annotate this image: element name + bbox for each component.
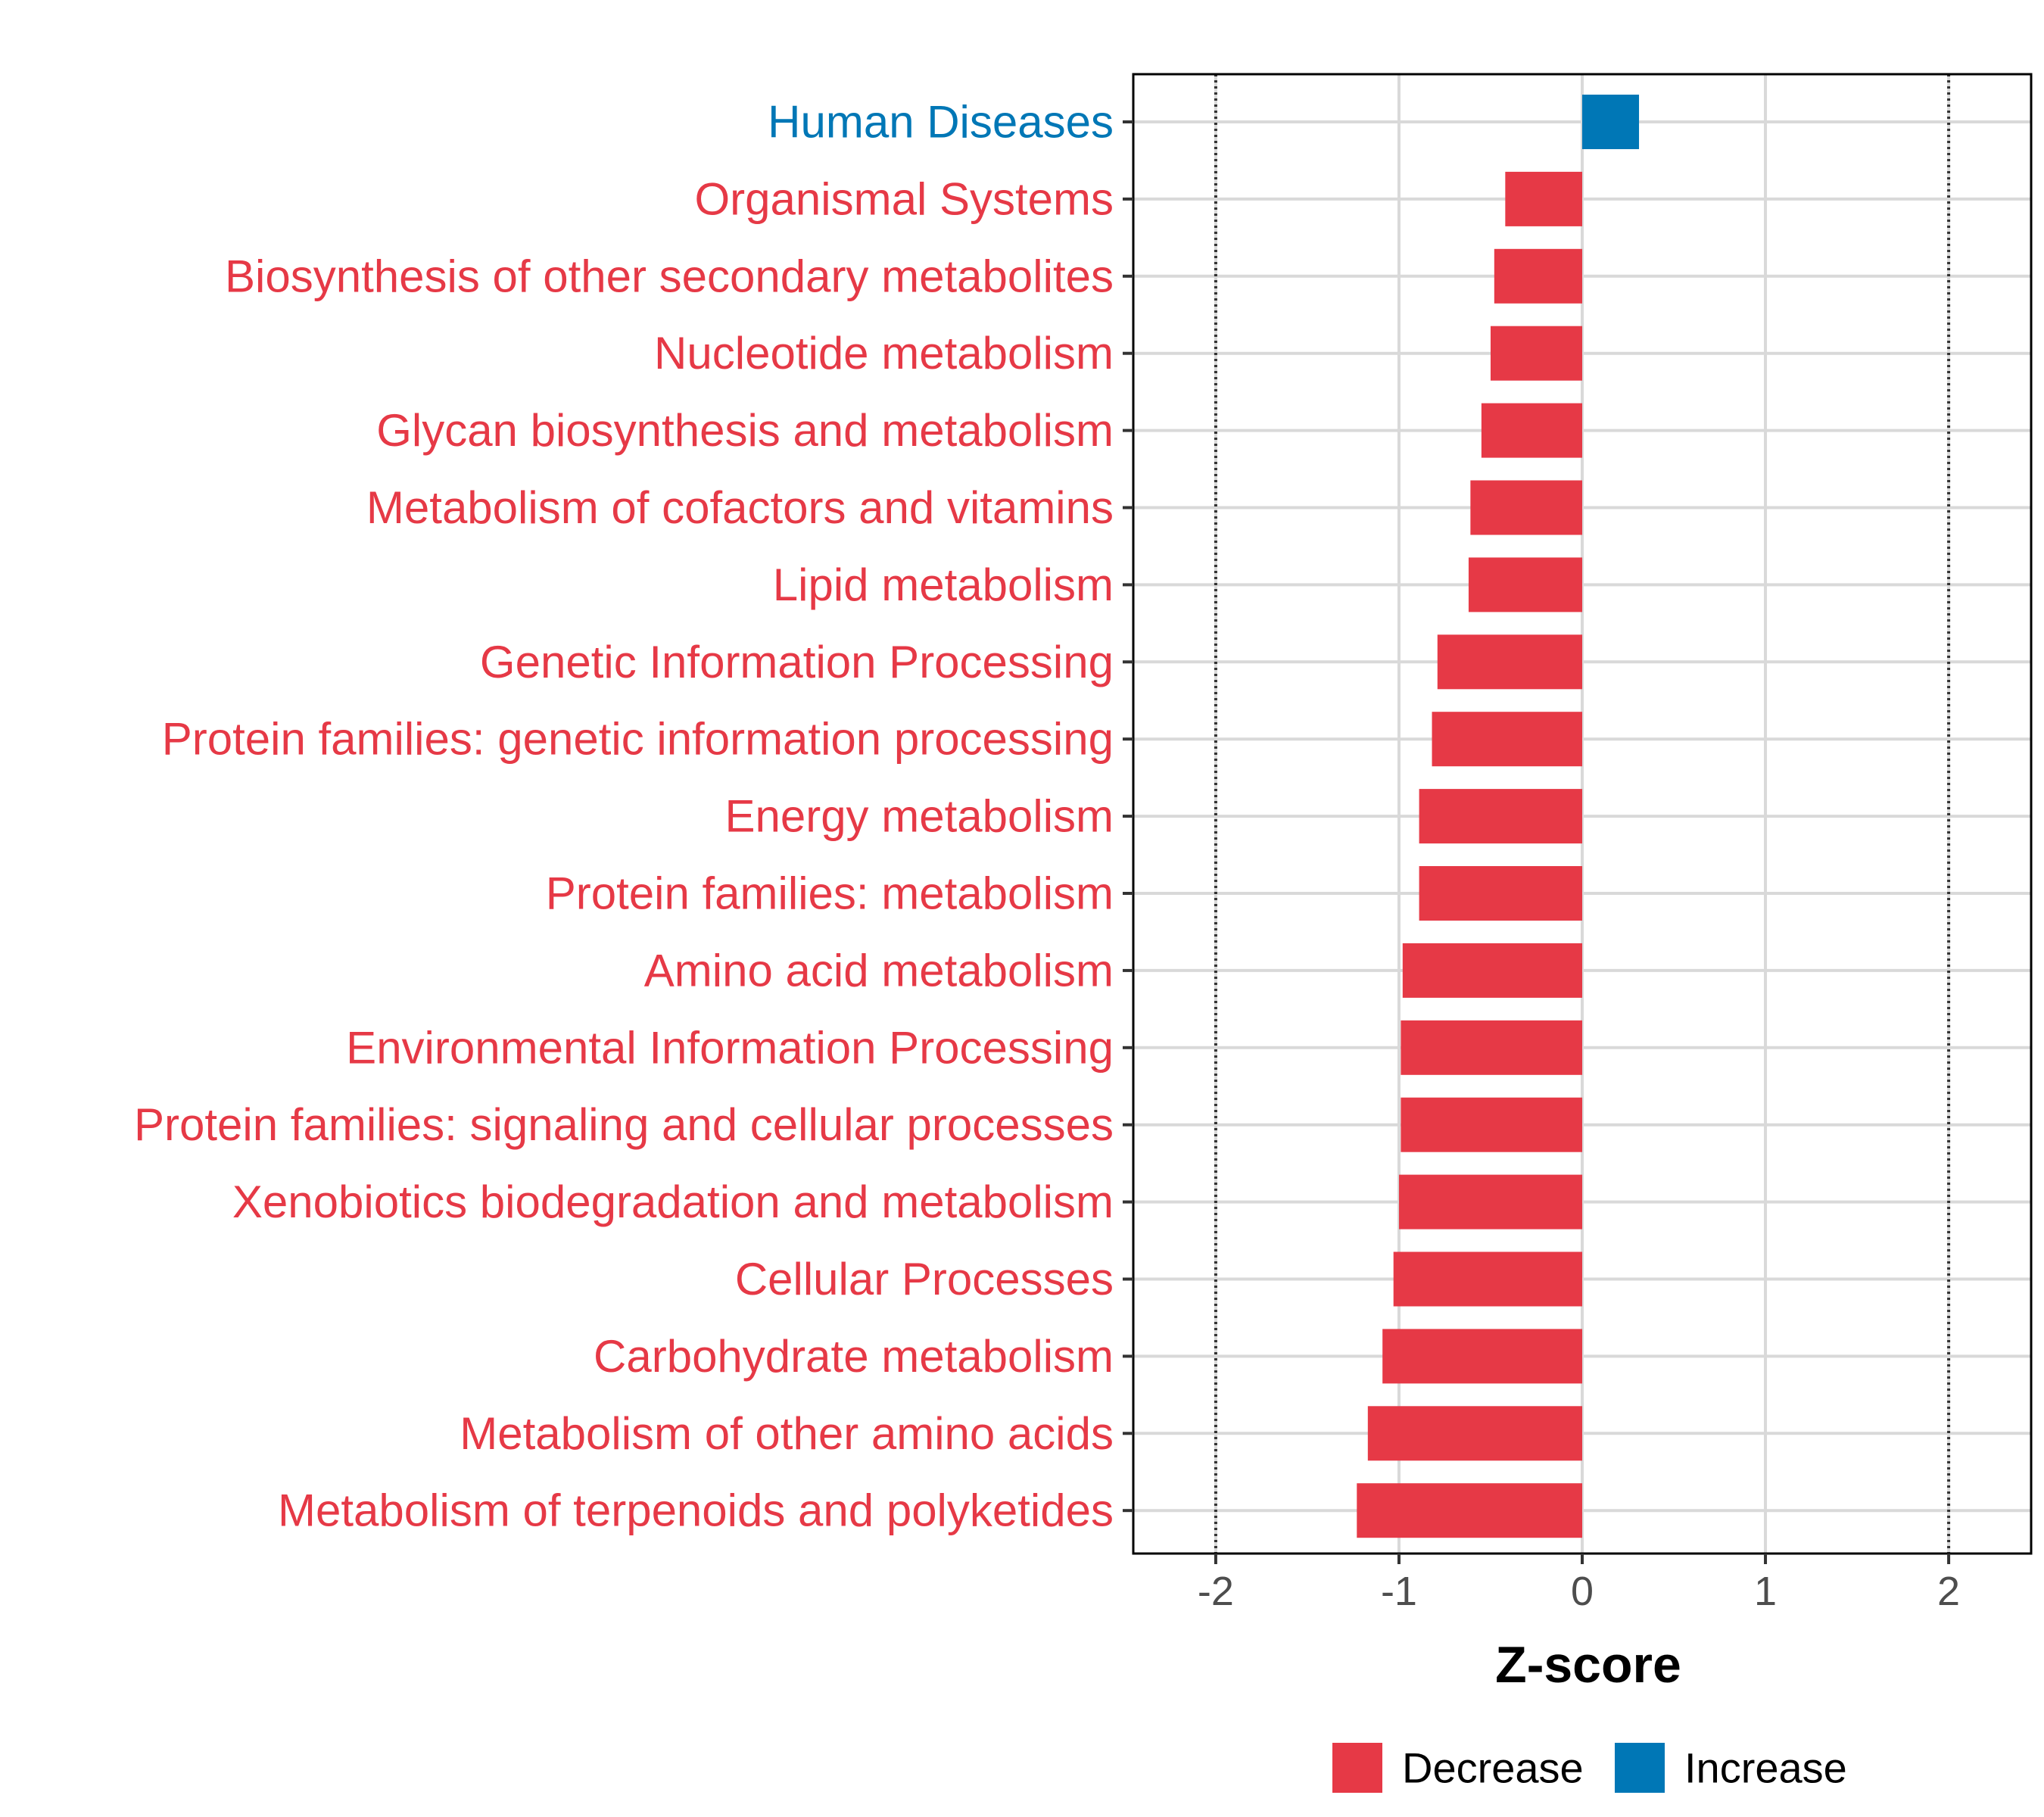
bar [1432, 712, 1582, 767]
category-label: Lipid metabolism [773, 559, 1114, 610]
x-axis-title: Z-score [1495, 1636, 1681, 1694]
bar [1419, 789, 1582, 844]
bar [1582, 95, 1640, 149]
category-label: Metabolism of terpenoids and polyketides [278, 1485, 1114, 1536]
category-label: Protein families: genetic information pr… [162, 714, 1114, 765]
category-label: Amino acid metabolism [644, 945, 1114, 996]
bar [1402, 943, 1582, 998]
category-label: Protein families: signaling and cellular… [134, 1099, 1114, 1150]
bar [1393, 1251, 1582, 1307]
legend-label: Decrease [1402, 1744, 1584, 1792]
x-tick-label: -2 [1198, 1569, 1234, 1614]
category-label: Human Diseases [768, 97, 1114, 148]
bar [1357, 1483, 1582, 1538]
category-label: Biosynthesis of other secondary metaboli… [225, 251, 1114, 301]
bar [1470, 480, 1582, 535]
bar [1505, 171, 1582, 226]
category-label: Protein families: metabolism [546, 868, 1114, 919]
category-label: Carbohydrate metabolism [594, 1331, 1114, 1382]
bar [1494, 248, 1582, 304]
bar [1401, 1020, 1582, 1075]
bar [1468, 557, 1582, 612]
category-label: Glycan biosynthesis and metabolism [376, 405, 1114, 456]
bar [1382, 1329, 1582, 1384]
category-label: Xenobiotics biodegradation and metabolis… [232, 1177, 1114, 1227]
category-label: Metabolism of cofactors and vitamins [366, 482, 1114, 533]
x-tick-label: -1 [1381, 1569, 1417, 1614]
bars [1357, 95, 1640, 1538]
bar [1398, 1174, 1582, 1230]
legend-label: Increase [1684, 1744, 1847, 1792]
category-label: Cellular Processes [735, 1254, 1114, 1304]
bar [1419, 866, 1582, 921]
category-label: Metabolism of other amino acids [460, 1408, 1114, 1459]
category-label: Environmental Information Processing [346, 1022, 1114, 1073]
reference-lines [1214, 74, 1951, 1554]
bar [1490, 326, 1582, 381]
legend: Decrease Increase [1332, 1743, 1847, 1793]
bar [1401, 1097, 1582, 1152]
bar [1481, 403, 1582, 458]
bar [1437, 634, 1582, 690]
category-label: Genetic Information Processing [480, 637, 1114, 687]
legend-swatch [1615, 1743, 1665, 1793]
legend-swatch [1332, 1743, 1382, 1793]
category-label: Energy metabolism [724, 791, 1114, 842]
category-label: Organismal Systems [695, 173, 1114, 224]
x-tick-label: 0 [1571, 1569, 1594, 1614]
category-label: Nucleotide metabolism [654, 328, 1114, 379]
bar [1367, 1406, 1582, 1461]
y-axis-ticks [1123, 120, 1133, 1513]
x-tick-label: 2 [1937, 1569, 1960, 1614]
x-tick-label: 1 [1754, 1569, 1777, 1614]
category-labels: Human Diseases Organismal Systems Biosynth… [134, 97, 1114, 1536]
x-axis-ticks: -2 -1 0 1 2 [1198, 1554, 1960, 1614]
